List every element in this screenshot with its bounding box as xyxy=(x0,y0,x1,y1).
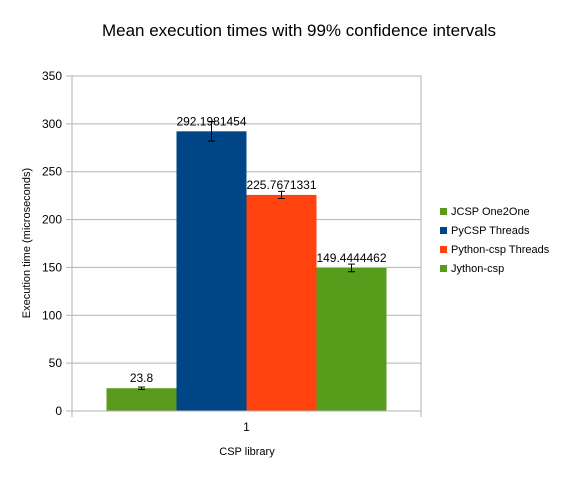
bar xyxy=(246,194,317,411)
y-axis-label: Execution time (microseconds) xyxy=(21,168,33,318)
legend-swatch xyxy=(440,227,447,234)
y-tick-label: 200 xyxy=(42,213,62,227)
y-tick-label: 300 xyxy=(42,117,62,131)
legend: JCSP One2One PyCSP Threads Python-csp Thre… xyxy=(440,206,550,275)
data-labels: 23.8 292.1981454 225.7671331 149.4444462 xyxy=(130,114,387,385)
data-label: 292.1981454 xyxy=(176,114,246,128)
y-tick-label: 350 xyxy=(42,69,62,83)
chart-title: Mean execution times with 99% confidence… xyxy=(102,21,496,40)
y-tick-label: 150 xyxy=(42,260,62,274)
data-label: 149.4444462 xyxy=(316,251,386,265)
legend-label: Python-csp Threads xyxy=(451,244,550,256)
error-bars xyxy=(138,120,355,390)
legend-label: PyCSP Threads xyxy=(451,225,530,237)
bar xyxy=(176,131,247,411)
x-tick-label: 1 xyxy=(243,420,250,434)
legend-swatch xyxy=(440,246,447,253)
bar xyxy=(316,267,387,411)
legend-label: JCSP One2One xyxy=(451,206,530,218)
legend-label: Jython-csp xyxy=(451,263,504,275)
x-axis-label: CSP library xyxy=(219,446,275,458)
y-tick-label: 250 xyxy=(42,165,62,179)
bar xyxy=(106,388,177,411)
y-tick-label: 100 xyxy=(42,308,62,322)
y-tick-label: 0 xyxy=(55,404,62,418)
data-label: 225.7671331 xyxy=(246,178,316,192)
legend-swatch xyxy=(440,208,447,215)
data-label: 23.8 xyxy=(130,371,154,385)
legend-swatch xyxy=(440,265,447,272)
plot-frame xyxy=(71,75,422,412)
bars xyxy=(106,131,387,411)
y-axis-ticks: 0 50 100 150 200 250 300 350 xyxy=(42,69,422,418)
y-tick-label: 50 xyxy=(49,356,63,370)
